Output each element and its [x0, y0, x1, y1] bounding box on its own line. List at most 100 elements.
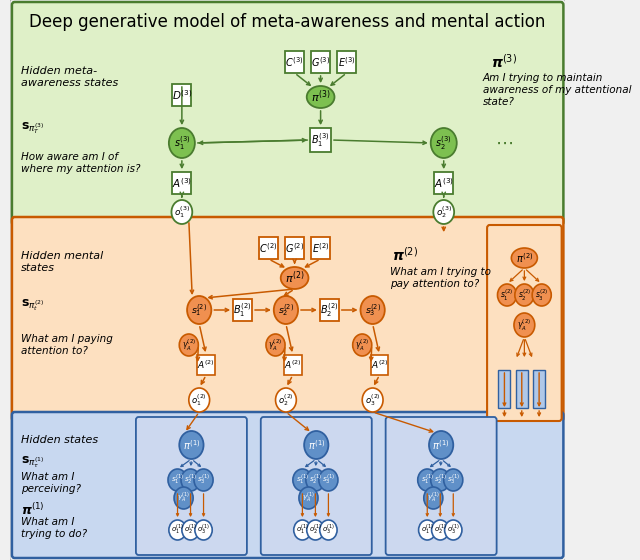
Circle shape	[307, 520, 324, 540]
Circle shape	[431, 128, 457, 158]
Bar	[172, 172, 191, 194]
Text: $s_2^{(1)}$: $s_2^{(1)}$	[184, 473, 197, 487]
Text: $\gamma_A^{(2)}$: $\gamma_A^{(2)}$	[269, 337, 282, 353]
Circle shape	[362, 388, 383, 412]
Text: $C^{(3)}$: $C^{(3)}$	[285, 55, 304, 69]
Text: $s_3^{(2)}$: $s_3^{(2)}$	[535, 287, 548, 303]
Circle shape	[360, 296, 385, 324]
Text: $\pi^{(2)}$: $\pi^{(2)}$	[285, 270, 305, 286]
Text: $B_1^{(3)}$: $B_1^{(3)}$	[312, 131, 330, 149]
Circle shape	[431, 469, 450, 491]
Bar	[233, 299, 252, 321]
Text: $o_3^{(1)}$: $o_3^{(1)}$	[322, 523, 335, 537]
Circle shape	[532, 284, 551, 306]
Text: $\gamma_A^{(1)}$: $\gamma_A^{(1)}$	[427, 491, 440, 505]
Text: $s_2^{(1)}$: $s_2^{(1)}$	[434, 473, 447, 487]
Text: $s_1^{(3)}$: $s_1^{(3)}$	[173, 134, 190, 152]
Text: $\pi^{(1)}$: $\pi^{(1)}$	[433, 438, 450, 452]
Text: $s_1^{(2)}$: $s_1^{(2)}$	[500, 287, 514, 303]
Circle shape	[168, 469, 187, 491]
Text: $\gamma_A^{(2)}$: $\gamma_A^{(2)}$	[517, 318, 531, 333]
Text: $o_2^{(1)}$: $o_2^{(1)}$	[434, 523, 447, 537]
Text: $o_3^{(2)}$: $o_3^{(2)}$	[365, 392, 380, 408]
Ellipse shape	[511, 248, 538, 268]
Text: $E^{(2)}$: $E^{(2)}$	[312, 241, 330, 255]
Text: $E^{(3)}$: $E^{(3)}$	[338, 55, 356, 69]
FancyBboxPatch shape	[386, 417, 497, 555]
Text: Hidden meta-
awareness states: Hidden meta- awareness states	[20, 66, 118, 88]
Text: $\boldsymbol{\pi}^{(3)}$: $\boldsymbol{\pi}^{(3)}$	[492, 53, 517, 71]
Circle shape	[319, 469, 338, 491]
Circle shape	[515, 284, 534, 306]
Circle shape	[304, 431, 328, 459]
Text: What am I
perceiving?: What am I perceiving?	[20, 472, 81, 494]
Text: $o_2^{(1)}$: $o_2^{(1)}$	[309, 523, 322, 537]
Text: $s_2^{(1)}$: $s_2^{(1)}$	[309, 473, 322, 487]
Text: $o_2^{(3)}$: $o_2^{(3)}$	[436, 204, 452, 220]
Text: $s_1^{(1)}$: $s_1^{(1)}$	[296, 473, 309, 487]
Text: $o_1^{(1)}$: $o_1^{(1)}$	[420, 523, 434, 537]
Text: $\cdots$: $\cdots$	[495, 134, 513, 152]
Text: $o_1^{(1)}$: $o_1^{(1)}$	[296, 523, 309, 537]
Text: $s_2^{(3)}$: $s_2^{(3)}$	[435, 134, 452, 152]
Text: $\pi^{(2)}$: $\pi^{(2)}$	[516, 251, 533, 265]
Bar	[311, 51, 330, 73]
Circle shape	[514, 313, 535, 337]
Text: Hidden states: Hidden states	[20, 435, 98, 445]
Text: $s_1^{(2)}$: $s_1^{(2)}$	[191, 302, 207, 318]
Circle shape	[429, 431, 453, 459]
Text: $\mathbf{s}_{\pi^{(3)}_T}$: $\mathbf{s}_{\pi^{(3)}_T}$	[20, 120, 44, 136]
Bar	[285, 51, 304, 73]
Bar	[172, 84, 191, 106]
Circle shape	[444, 469, 463, 491]
Text: $\pi^{(3)}$: $\pi^{(3)}$	[311, 88, 330, 105]
Circle shape	[419, 520, 436, 540]
Bar	[337, 51, 356, 73]
Circle shape	[274, 296, 298, 324]
FancyBboxPatch shape	[487, 225, 562, 421]
Circle shape	[169, 520, 186, 540]
Text: $o_1^{(1)}$: $o_1^{(1)}$	[171, 523, 184, 537]
Circle shape	[433, 200, 454, 224]
Circle shape	[181, 469, 200, 491]
Text: $A^{(2)}$: $A^{(2)}$	[284, 359, 301, 371]
Circle shape	[431, 520, 449, 540]
Ellipse shape	[307, 86, 335, 108]
Circle shape	[497, 284, 516, 306]
Circle shape	[189, 388, 210, 412]
Text: $B_1^{(2)}$: $B_1^{(2)}$	[234, 301, 252, 319]
Text: How aware am I of
where my attention is?: How aware am I of where my attention is?	[20, 152, 140, 174]
Circle shape	[424, 487, 443, 509]
Circle shape	[293, 469, 312, 491]
Text: $\gamma_A^{(1)}$: $\gamma_A^{(1)}$	[177, 491, 190, 505]
Bar	[285, 237, 304, 259]
FancyBboxPatch shape	[10, 0, 566, 560]
Text: $\mathbf{s}_{\pi^{(2)}_t}$: $\mathbf{s}_{\pi^{(2)}_t}$	[20, 297, 44, 313]
Bar	[533, 370, 545, 408]
Bar	[198, 355, 215, 375]
Text: $A^{(2)}$: $A^{(2)}$	[197, 359, 215, 371]
Text: $\gamma_A^{(2)}$: $\gamma_A^{(2)}$	[182, 337, 196, 353]
Circle shape	[172, 200, 192, 224]
Text: $o_2^{(1)}$: $o_2^{(1)}$	[184, 523, 197, 537]
Circle shape	[275, 388, 296, 412]
Text: $D^{(3)}$: $D^{(3)}$	[172, 88, 192, 102]
Text: $s_3^{(1)}$: $s_3^{(1)}$	[197, 473, 210, 487]
Text: Am I trying to maintain
awareness of my attentional
state?: Am I trying to maintain awareness of my …	[483, 73, 631, 106]
Text: Deep generative model of meta-awareness and mental action: Deep generative model of meta-awareness …	[29, 13, 546, 31]
Text: What am I
trying to do?: What am I trying to do?	[20, 517, 86, 539]
Text: $o_1^{(3)}$: $o_1^{(3)}$	[173, 204, 190, 220]
FancyBboxPatch shape	[12, 217, 563, 421]
Text: $\gamma_A^{(1)}$: $\gamma_A^{(1)}$	[302, 491, 315, 505]
FancyBboxPatch shape	[136, 417, 247, 555]
Text: $G^{(3)}$: $G^{(3)}$	[311, 55, 330, 69]
Circle shape	[182, 520, 199, 540]
Text: $\pi^{(1)}$: $\pi^{(1)}$	[182, 438, 200, 452]
Text: $s_2^{(2)}$: $s_2^{(2)}$	[278, 302, 294, 318]
Text: $s_3^{(2)}$: $s_3^{(2)}$	[365, 302, 381, 318]
Bar	[310, 128, 331, 152]
Ellipse shape	[281, 267, 308, 289]
Circle shape	[174, 487, 193, 509]
Circle shape	[353, 334, 372, 356]
Text: $o_2^{(2)}$: $o_2^{(2)}$	[278, 392, 294, 408]
